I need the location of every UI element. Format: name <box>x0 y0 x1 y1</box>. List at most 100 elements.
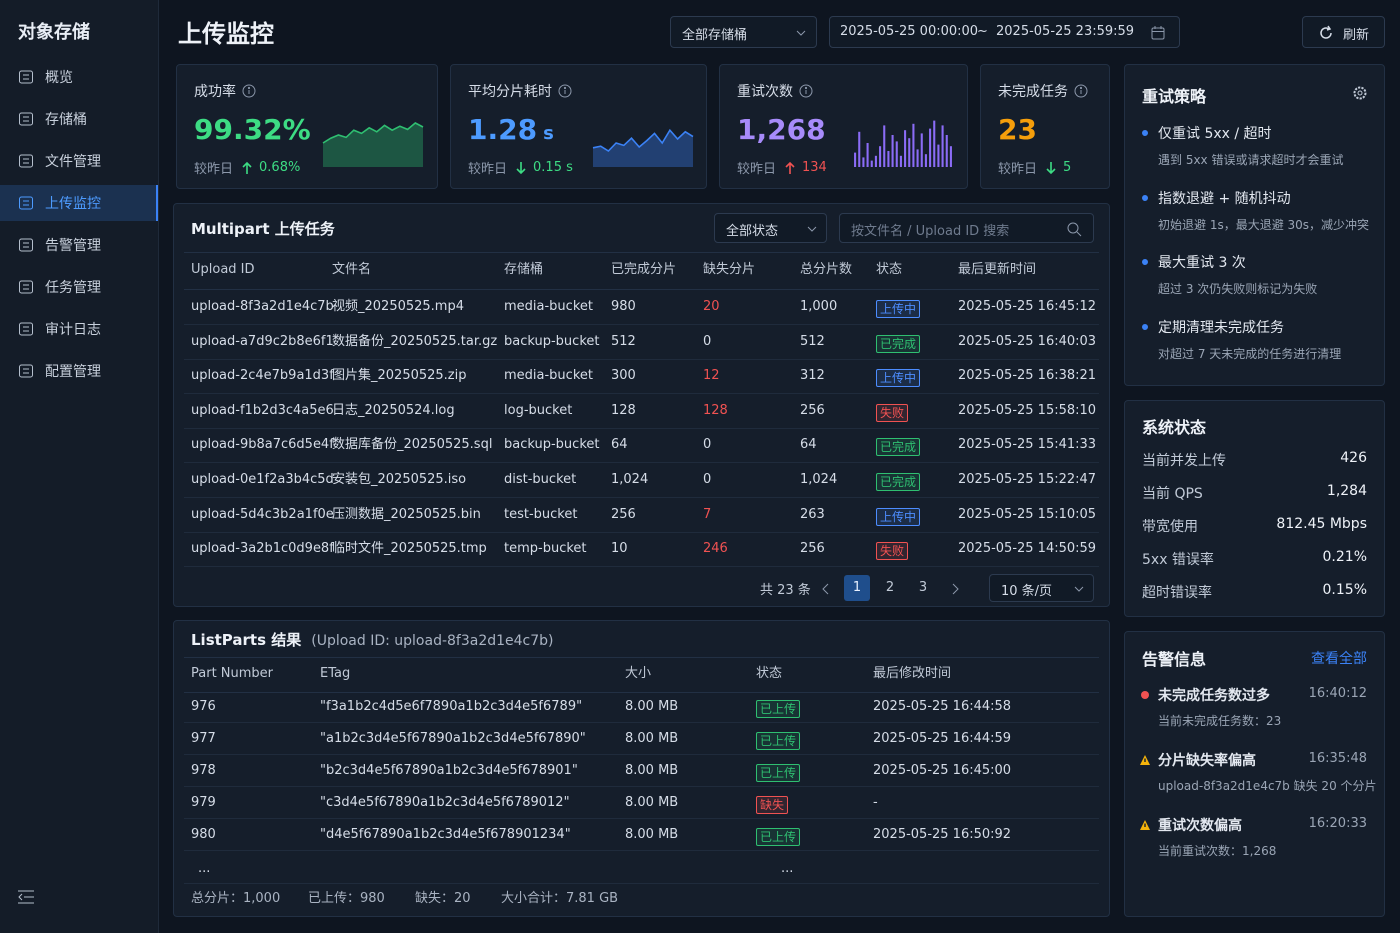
column-header: 状态 <box>876 262 903 277</box>
refresh-button[interactable]: 刷新 <box>1302 16 1385 48</box>
nav-icon <box>19 238 33 252</box>
policy-desc: 超过 3 次仍失败则标记为失败 <box>1158 282 1318 296</box>
nav-item[interactable]: 告警管理 <box>0 227 156 263</box>
status-tag: 已上传 <box>756 828 801 846</box>
bullet <box>1142 130 1148 136</box>
alert-desc: upload-8f3a2d1e4c7b 缺失 20 个分片 <box>1158 779 1377 793</box>
status-tag: 已上传 <box>756 764 801 782</box>
nav-item[interactable]: 存储桶 <box>0 101 156 137</box>
table-cell: 2025-05-25 15:10:05 <box>958 506 1097 522</box>
kpi-compare: 较昨日 5 <box>998 158 1071 177</box>
date-range[interactable]: 2025-05-25 00:00:00 ~2025-05-25 23:59:59 <box>829 16 1180 48</box>
sparkline <box>854 120 952 167</box>
status-tag: 已完成 <box>876 334 921 353</box>
table-cell: "c3d4e5f67890a1b2c3d4e5f6789012" <box>320 795 570 810</box>
sparkline <box>592 128 694 167</box>
retry-card: 重试策略 仅重试 5xx / 超时 遇到 5xx 错误或请求超时才会重试 指数退避 +… <box>1124 64 1385 386</box>
view-all-link[interactable]: 查看全部 <box>1311 651 1367 667</box>
table-cell: 312 <box>800 368 825 384</box>
table-cell: upload-5d4c3b2a1f0e <box>191 506 334 522</box>
alert-desc: 当前重试次数：1,268 <box>1158 844 1277 858</box>
table-cell: 978 <box>191 763 216 778</box>
kpi-value-row: 23 <box>998 113 1037 146</box>
status-value: 426 <box>1340 450 1367 466</box>
nav-icon <box>19 196 33 210</box>
table-cell: 246 <box>703 541 728 557</box>
parts-title: ListParts 结果 <box>191 631 302 649</box>
table-cell: 2025-05-25 16:50:92 <box>873 827 1012 842</box>
row-divider <box>184 324 1099 325</box>
status-label: 带宽使用 <box>1142 519 1198 535</box>
spark-bar <box>908 138 911 167</box>
status-tag: 失败 <box>876 542 909 561</box>
search-placeholder: 按文件名 / Upload ID 搜索 <box>851 224 1010 239</box>
parts-card: ListParts 结果 (Upload ID: upload-8f3a2d1e4… <box>173 620 1110 917</box>
kpi-value: 1,268 <box>737 113 826 146</box>
table-cell: 2025-05-25 16:38:21 <box>958 368 1097 384</box>
kpi-delta: 5 <box>1063 160 1072 175</box>
status-value: 812.45 Mbps <box>1276 516 1367 532</box>
table-header-bg <box>184 252 1099 290</box>
search-input[interactable]: 按文件名 / Upload ID 搜索 <box>839 213 1094 243</box>
kpi-value: 1.28 <box>468 113 538 146</box>
nav-item[interactable]: 审计日志 <box>0 311 156 347</box>
nav-item[interactable]: 任务管理 <box>0 269 156 305</box>
table-cell: 256 <box>800 402 825 418</box>
kpi-card: 平均分片耗时 1.28 s 较昨日 0.15 s <box>450 64 707 189</box>
page-button[interactable]: 1 <box>844 575 870 601</box>
alert-title: 未完成任务数过多 <box>1158 688 1270 704</box>
column-header: 文件名 <box>332 262 372 277</box>
info-icon <box>799 84 813 98</box>
status-tag: 已完成 <box>876 438 921 457</box>
spark-bar <box>887 151 890 167</box>
table-cell: 日志_20250524.log <box>332 402 455 418</box>
alert-time: 16:20:33 <box>1308 816 1367 831</box>
table-cell: "b2c3d4e5f67890a1b2c3d4e5f678901" <box>320 763 578 778</box>
nav-label: 概览 <box>45 70 73 86</box>
table-cell: 64 <box>611 437 628 453</box>
status-cell: 已完成 <box>876 471 921 491</box>
status-cell: 上传中 <box>876 367 921 388</box>
compare-label: 较昨日 <box>468 162 508 177</box>
table-cell: 0 <box>703 472 712 487</box>
spark-bar <box>879 146 882 167</box>
spark-bar <box>924 154 927 167</box>
status-filter[interactable]: 全部状态 <box>714 213 827 243</box>
status-tag: 上传中 <box>876 507 921 526</box>
delta-arrow <box>516 161 526 174</box>
table-cell: 2025-05-25 15:41:33 <box>958 437 1097 453</box>
spark-bar <box>941 125 944 167</box>
table-cell: "f3a1b2c4d5e6f7890a1b2c3d4e5f6789" <box>320 699 583 714</box>
info-icon <box>242 84 256 98</box>
table-cell: 2025-05-25 16:44:58 <box>873 699 1012 714</box>
calendar-icon <box>1151 26 1165 40</box>
kpi-delta: 134 <box>802 160 827 175</box>
table-cell: temp-bucket <box>504 541 587 557</box>
table-cell: 8.00 MB <box>625 763 679 778</box>
row-divider <box>184 850 1099 851</box>
column-header: 总分片数 <box>800 262 853 277</box>
bullet <box>1142 259 1148 265</box>
nav-item[interactable]: 配置管理 <box>0 353 156 389</box>
table-cell: backup-bucket <box>504 333 600 349</box>
nav-item[interactable]: 上传监控 <box>0 185 158 221</box>
table-cell: 2025-05-25 16:45:00 <box>873 763 1012 778</box>
page-size-select[interactable]: 10 条/页 <box>989 574 1094 602</box>
status-tag: 上传中 <box>876 369 921 388</box>
page-button[interactable]: 3 <box>918 580 928 595</box>
page-button[interactable]: 2 <box>885 580 895 595</box>
nav-item[interactable]: 文件管理 <box>0 143 156 179</box>
nav-label: 文件管理 <box>45 154 101 170</box>
bucket-select[interactable]: 全部存储桶 <box>670 16 817 48</box>
row-divider <box>184 497 1099 498</box>
status-value: 0.15% <box>1322 582 1367 598</box>
table-cell: 8.00 MB <box>625 699 679 714</box>
spark-bar <box>912 123 915 167</box>
spark-bar <box>945 135 948 167</box>
nav-item[interactable]: 概览 <box>0 59 156 95</box>
policy-title: 定期清理未完成任务 <box>1158 319 1284 336</box>
policy-desc: 对超过 7 天未完成的任务进行清理 <box>1158 346 1342 361</box>
kpi-label-row: 成功率 <box>194 81 256 101</box>
alert-title: 分片缺失率偏高 <box>1158 753 1256 769</box>
